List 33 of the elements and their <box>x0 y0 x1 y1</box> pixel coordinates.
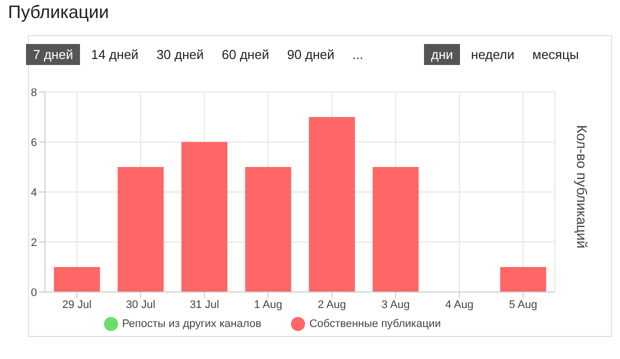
x-tick-label: 2 Aug <box>318 298 346 311</box>
text: 7 дней <box>26 44 80 65</box>
text: 90 дней <box>286 46 336 64</box>
bar <box>245 167 292 292</box>
legend-label: Репосты из других каналов <box>122 318 262 330</box>
text: ... <box>351 46 364 64</box>
text: месяцы <box>531 46 580 64</box>
text: дни <box>424 44 460 65</box>
bar <box>181 142 228 292</box>
y-axis-title: Кол-во публикаций <box>574 125 590 248</box>
chart-title: Публикации <box>8 2 109 23</box>
y-tick-label: 2 <box>30 236 37 249</box>
text: 60 дней <box>220 46 270 64</box>
bar <box>118 167 164 292</box>
x-tick-label: 29 Jul <box>62 298 92 311</box>
x-tick-label: 5 Aug <box>509 298 538 311</box>
bar <box>372 167 419 292</box>
text: недели <box>470 46 516 64</box>
x-tick-label: 31 Jul <box>190 298 220 311</box>
x-tick-label: 3 Aug <box>382 298 410 311</box>
bar <box>308 117 355 292</box>
text: 14 дней <box>90 46 140 64</box>
x-tick-label: 1 Aug <box>254 298 282 311</box>
y-tick-label: 8 <box>30 86 37 99</box>
y-tick-label: 0 <box>30 286 37 299</box>
y-tick-label: 6 <box>30 136 37 149</box>
y-tick-label: 4 <box>30 186 37 199</box>
x-tick-label: 30 Jul <box>126 298 156 311</box>
text: 30 дней <box>155 46 205 64</box>
bar <box>54 267 100 292</box>
legend-label: Собственные публикации <box>309 318 441 330</box>
bar <box>500 267 546 292</box>
x-tick-label: 4 Aug <box>445 298 474 311</box>
